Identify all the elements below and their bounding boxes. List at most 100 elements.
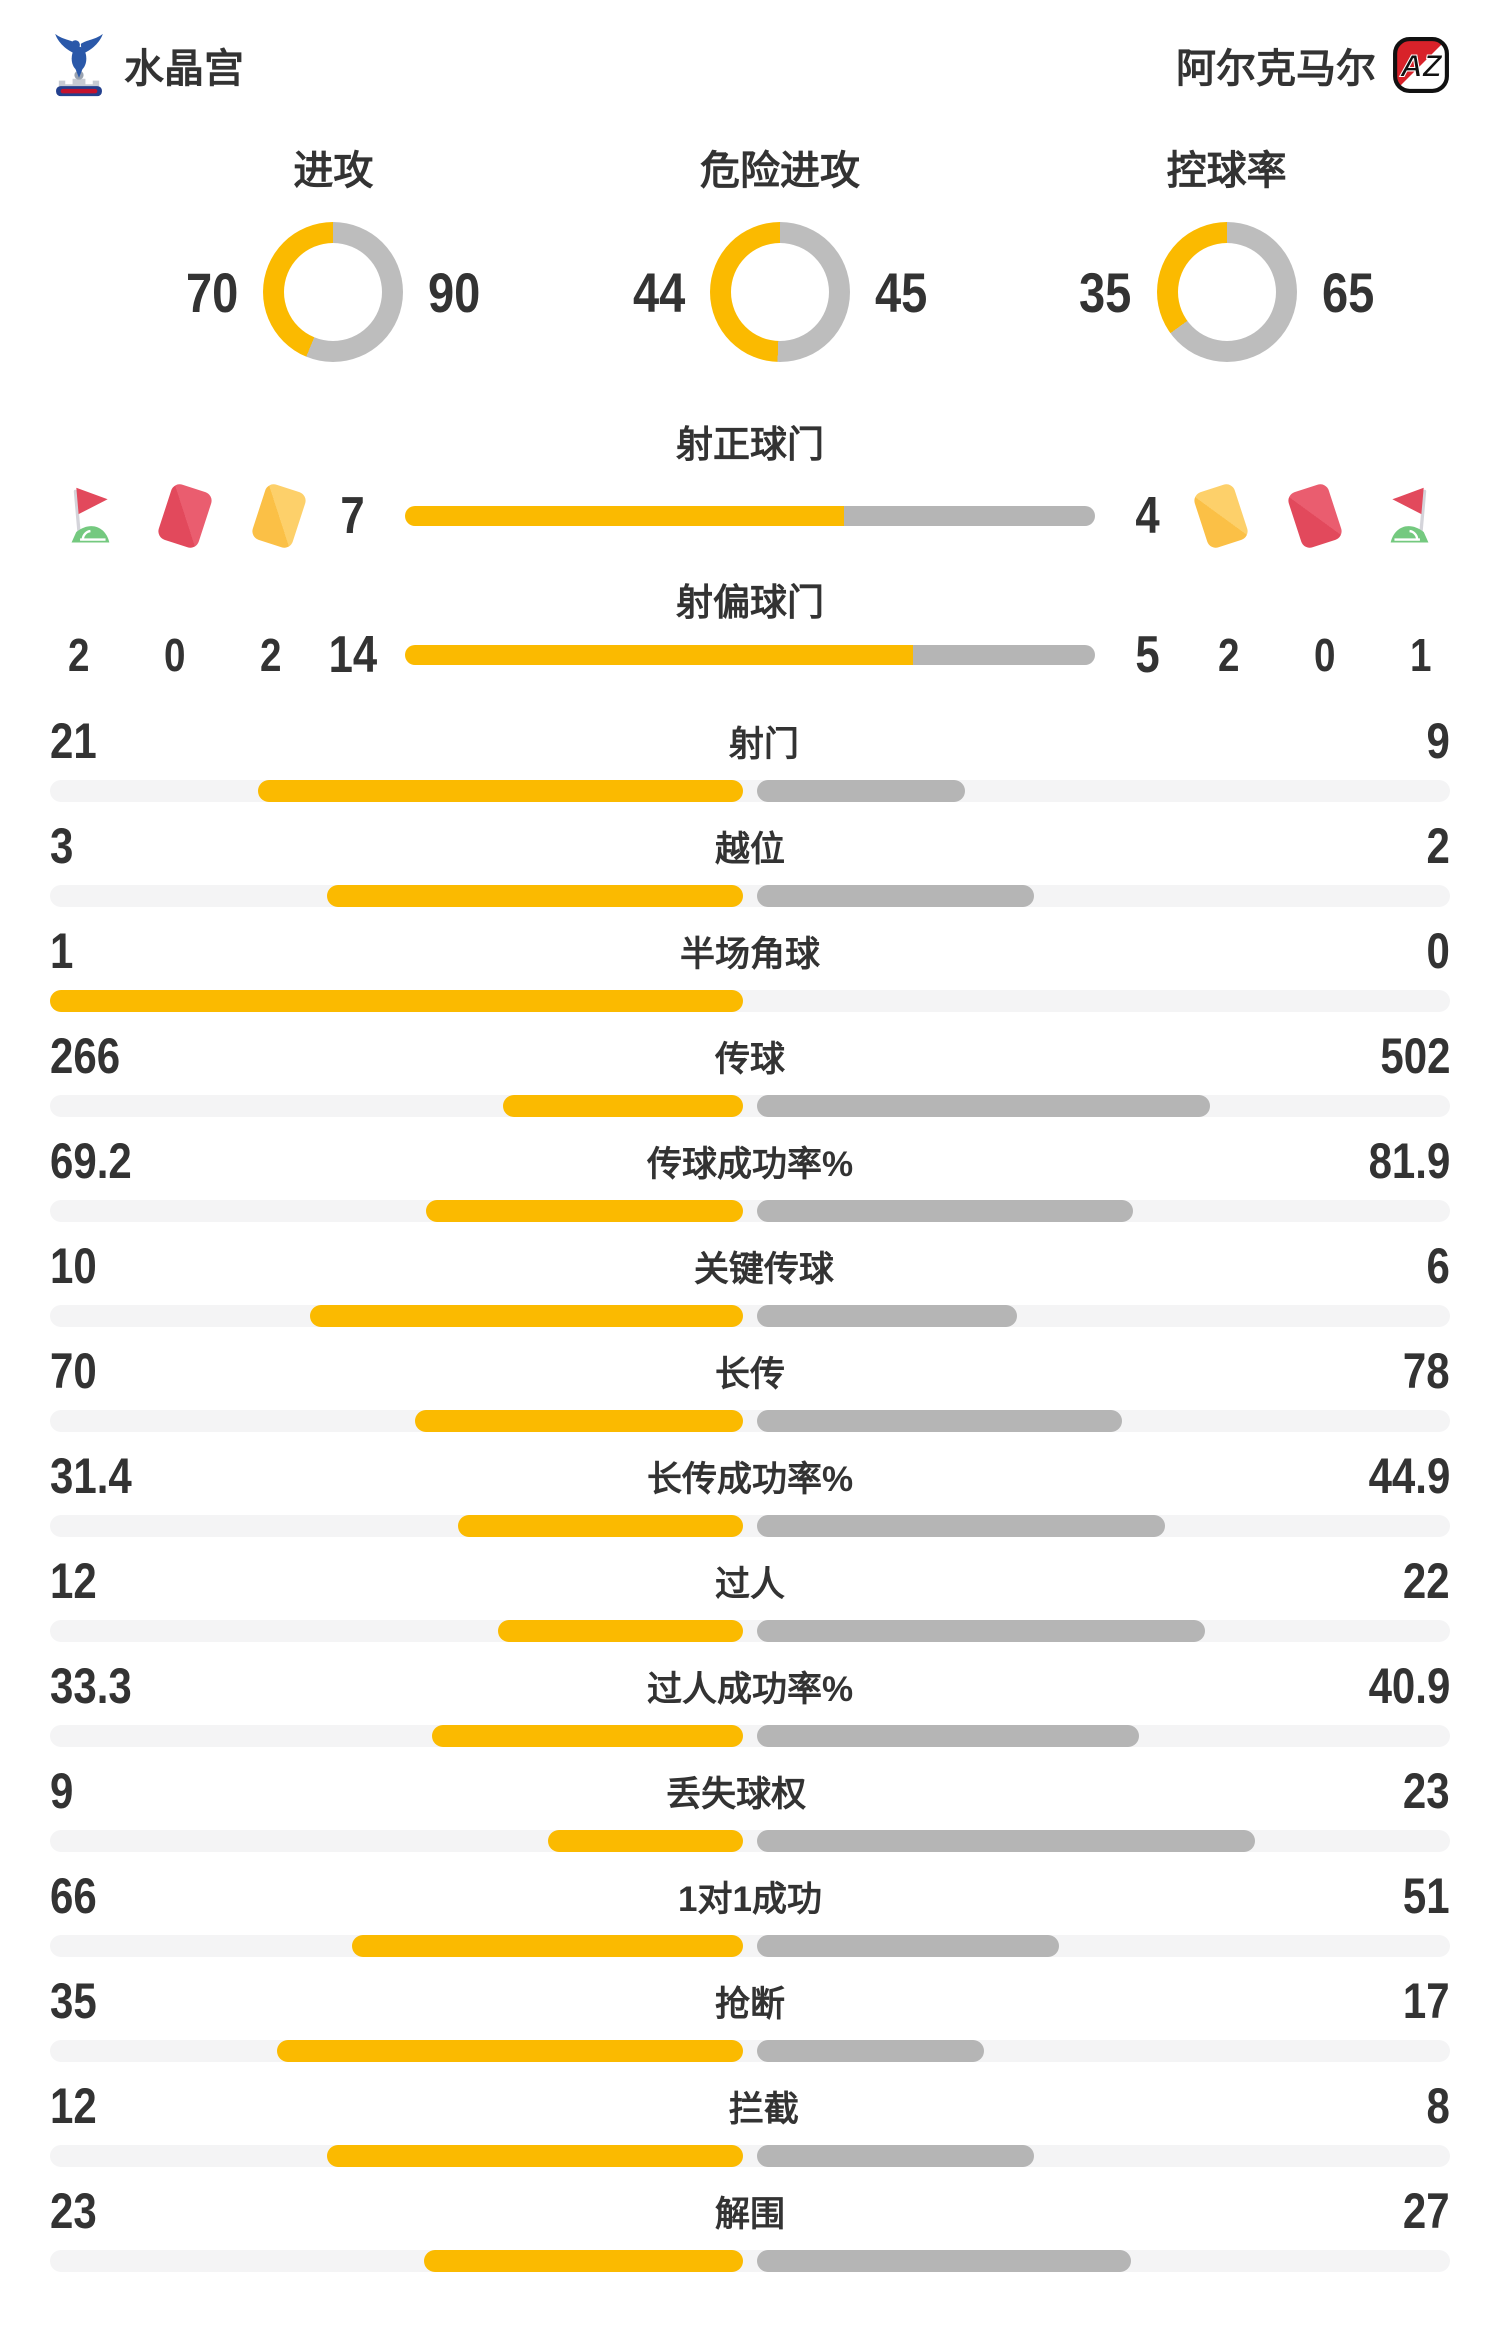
away-team: 阿尔克马尔 AZ: [1176, 36, 1450, 94]
stat-bar-away: [757, 2250, 1132, 2272]
stat-row-tackles: 35 抢断 17: [50, 1970, 1450, 2075]
shots-on-target-home: 7: [340, 487, 365, 545]
stat-home-value: 9: [50, 1763, 74, 1819]
stat-bar-home: [502, 1095, 743, 1117]
stat-row-clearances: 23 解围 27: [50, 2180, 1450, 2285]
stat-label: 关键传球: [693, 1249, 834, 1289]
stat-label: 传球: [714, 1039, 785, 1079]
stat-row-interceptions: 12 拦截 8: [50, 2075, 1450, 2180]
red-card-icon: [1286, 481, 1344, 551]
stat-label: 半场角球: [679, 934, 820, 974]
stat-bar-away: [757, 2145, 1035, 2167]
overview-column-possession: 控球率 35 65: [1003, 138, 1450, 362]
stat-row-key-passes: 10 关键传球 6: [50, 1235, 1450, 1340]
stat-row-half-corners: 1 半场角球 0: [50, 920, 1450, 1025]
stat-home-value: 66: [50, 1868, 97, 1924]
donut-chart-possession: [1156, 222, 1297, 362]
stat-label: 解围: [714, 2194, 785, 2234]
stat-home-value: 12: [50, 1553, 97, 1609]
shots-off-target-row: 2 0 2 14 5 2 0 1: [50, 626, 1450, 684]
stat-bar-track: [50, 1095, 1450, 1117]
stat-away-value: 9: [1426, 713, 1450, 769]
shots-on-target-bar-away: [844, 506, 1095, 526]
stat-bar-track: [50, 1515, 1450, 1537]
stat-label: 过人成功率%: [646, 1669, 854, 1709]
donut-away-value: 65: [1321, 260, 1374, 324]
header: 水晶宫 阿尔克马尔 AZ: [50, 26, 1450, 104]
shots-off-target-bar-away: [913, 645, 1095, 665]
away-discipline-icons: [1192, 481, 1450, 551]
stat-home-value: 69.2: [50, 1133, 132, 1189]
stat-bar-track: [50, 1305, 1450, 1327]
stat-away-value: 81.9: [1368, 1133, 1450, 1189]
home-team-name: 水晶宫: [124, 47, 244, 91]
stat-bar-track: [50, 1830, 1450, 1852]
stat-away-value: 40.9: [1368, 1658, 1450, 1714]
stat-label: 丢失球权: [666, 1774, 807, 1814]
shots-off-target-home: 14: [328, 626, 377, 684]
stat-home-value: 10: [50, 1238, 97, 1294]
away-discipline-counts: 2 0 1: [1200, 628, 1450, 682]
shots-on-target-bar-home: [405, 506, 845, 526]
stat-bar-track: [50, 2040, 1450, 2062]
stat-row-dribbles: 12 过人 22: [50, 1550, 1450, 1655]
corner-flag-icon: [1390, 487, 1429, 543]
stat-row-pass-accuracy: 69.2 传球成功率% 81.9: [50, 1130, 1450, 1235]
az-alkmaar-logo-icon: AZ: [1393, 37, 1449, 93]
donut-home-value: 44: [632, 260, 686, 324]
shots-on-target-label: 射正球门: [676, 424, 824, 465]
stat-away-value: 8: [1426, 2078, 1450, 2134]
stat-bar-away: [757, 1095, 1210, 1117]
stat-row-possession-lost: 9 丢失球权 23: [50, 1760, 1450, 1865]
shots-off-target-away: 5: [1135, 626, 1160, 684]
stat-bar-home: [498, 1620, 743, 1642]
home-red-cards-count: 0: [164, 629, 186, 681]
stat-bar-track: [50, 885, 1450, 907]
stat-bar-track: [50, 990, 1450, 1012]
stat-away-value: 44.9: [1368, 1448, 1450, 1504]
stat-bar-away: [757, 2040, 984, 2062]
stat-bar-away: [757, 1830, 1256, 1852]
shots-off-target-bar-home: [405, 645, 914, 665]
donut-away-value: 45: [874, 260, 928, 324]
stat-bar-home: [424, 2250, 743, 2272]
stat-row-passes: 266 传球 502: [50, 1025, 1450, 1130]
stat-home-value: 3: [50, 818, 74, 874]
stat-bar-home: [548, 1830, 743, 1852]
donut-label: 进攻: [293, 149, 374, 193]
stat-bar-home: [257, 780, 743, 802]
donut-chart-attack: [263, 222, 404, 362]
corner-flag-icon: [71, 487, 110, 543]
donut-home-value: 35: [1079, 260, 1132, 324]
stat-label: 1对1成功: [678, 1879, 822, 1919]
away-team-name: 阿尔克马尔: [1176, 47, 1376, 91]
stat-label: 长传: [714, 1354, 785, 1394]
stat-label: 射门: [728, 724, 799, 764]
stat-bar-away: [757, 1620, 1206, 1642]
stat-bar-track: [50, 1200, 1450, 1222]
stat-home-value: 35: [50, 1973, 97, 2029]
home-corners-count: 2: [68, 629, 90, 681]
stat-bar-away: [757, 1305, 1017, 1327]
stat-bar-track: [50, 2145, 1450, 2167]
stat-row-duels-won: 66 1对1成功 51: [50, 1865, 1450, 1970]
stat-away-value: 2: [1426, 818, 1450, 874]
stat-bar-home: [425, 1200, 743, 1222]
shots-off-target-bar: [405, 645, 1095, 665]
donut-label: 控球率: [1166, 149, 1287, 193]
stat-bar-track: [50, 1410, 1450, 1432]
home-yellow-cards-count: 2: [260, 629, 282, 681]
stat-away-value: 78: [1403, 1343, 1450, 1399]
stat-bar-home: [327, 2145, 743, 2167]
stat-row-shots: 21 射门 9: [50, 710, 1450, 815]
stat-home-value: 23: [50, 2183, 97, 2239]
stat-home-value: 31.4: [50, 1448, 132, 1504]
stat-bar-away: [757, 1515, 1165, 1537]
shots-on-target-bar: [405, 506, 1095, 526]
stat-away-value: 0: [1426, 923, 1450, 979]
stat-label: 拦截: [728, 2089, 799, 2129]
away-red-cards-count: 0: [1314, 629, 1336, 681]
stat-home-value: 12: [50, 2078, 97, 2134]
stats-list: 21 射门 9 3 越位 2 1 半场角球 0 266: [50, 710, 1450, 2285]
